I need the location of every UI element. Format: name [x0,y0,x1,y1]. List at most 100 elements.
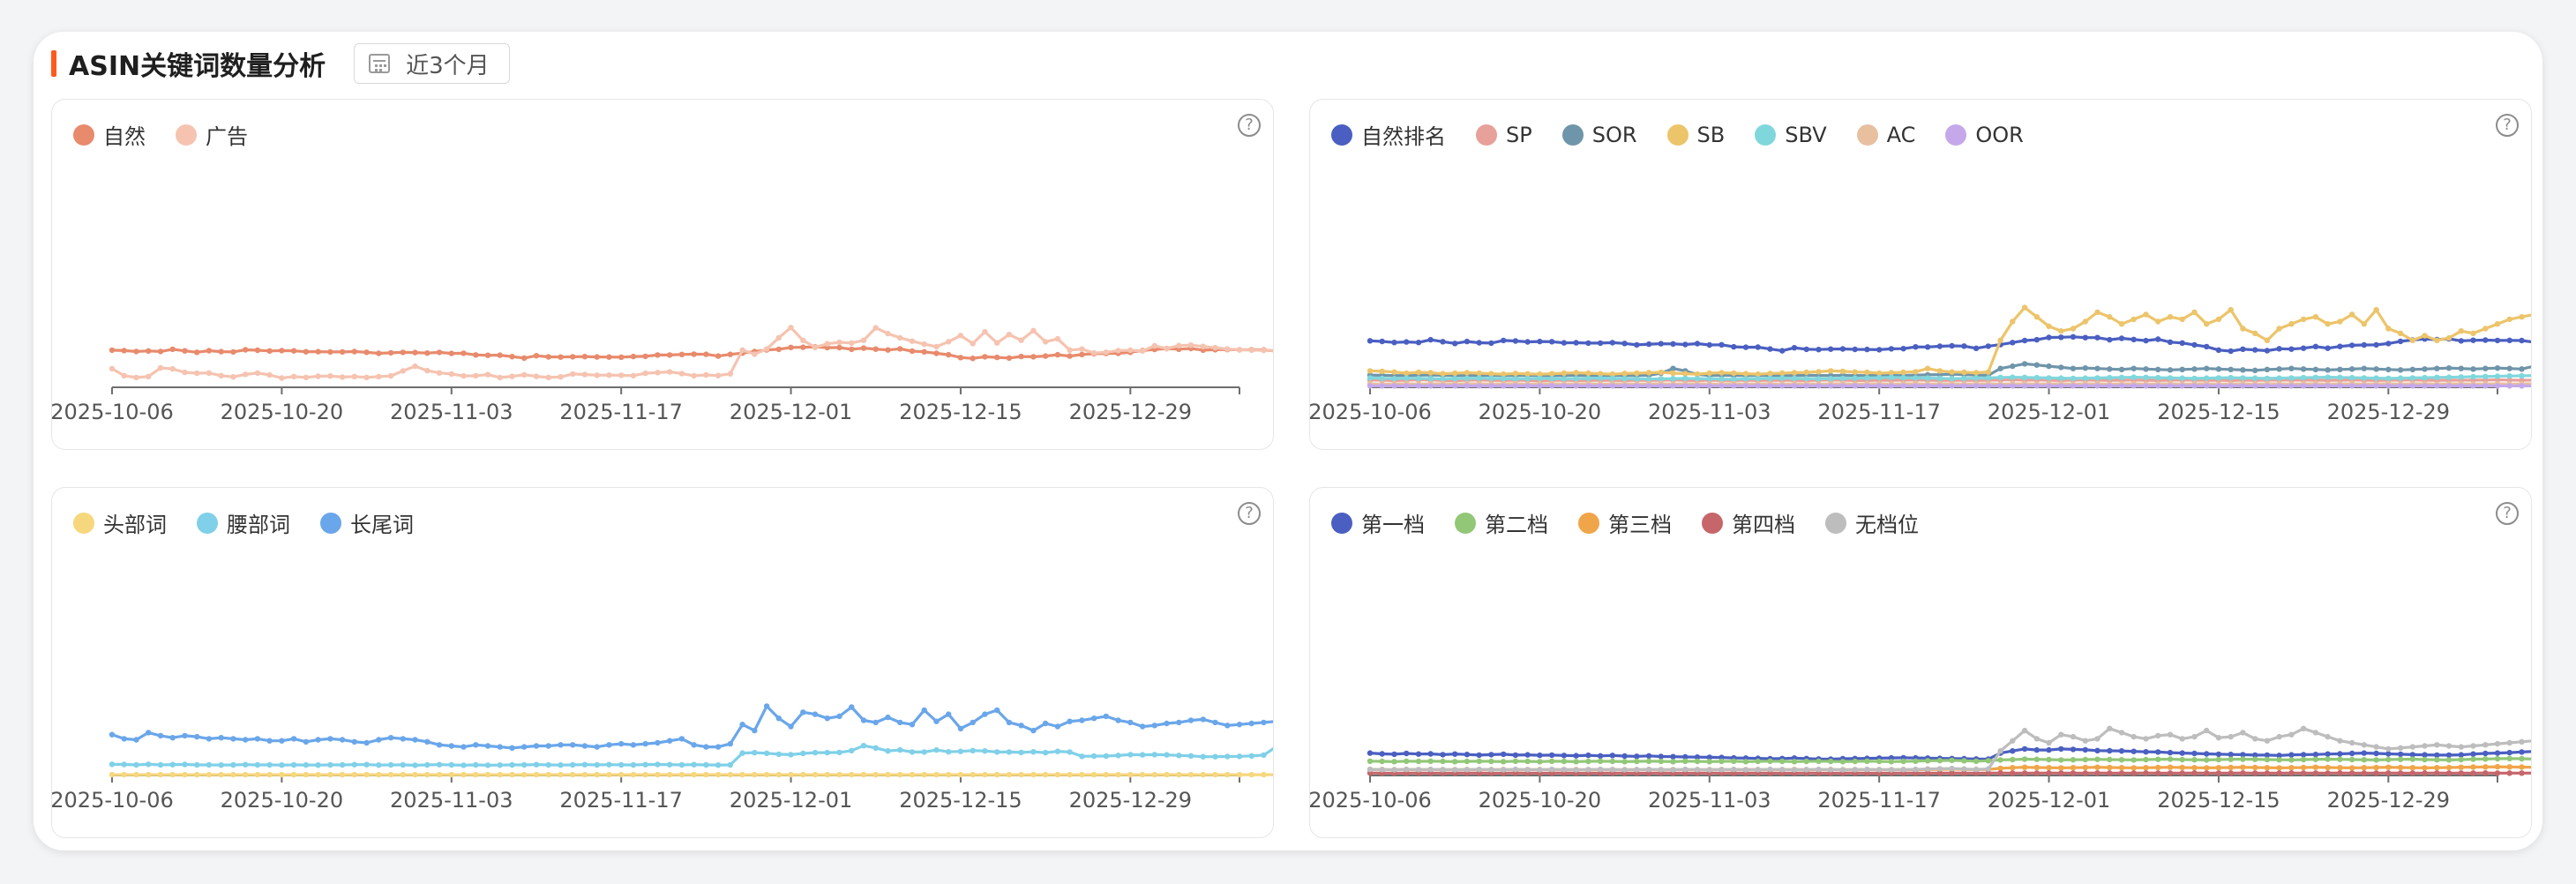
data-point [2494,373,2501,379]
legend-item-4[interactable]: SBV [1755,122,1827,147]
data-point [2385,764,2392,770]
legend-item-1[interactable]: 第二档 [1455,507,1548,538]
data-point [1949,757,1955,764]
data-point [970,341,976,347]
x-tick-label-2: 2025-11-03 [390,788,513,813]
data-point [1006,771,1013,778]
data-point [1597,340,1604,347]
data-point [2397,751,2404,758]
data-point [1670,759,1676,765]
question-circle-icon[interactable]: ? [2496,114,2519,137]
data-point [1212,344,1218,351]
legend-item-1[interactable]: SP [1476,123,1532,147]
question-circle-icon[interactable]: ? [2496,502,2519,525]
data-point [1404,758,1410,764]
data-point [1828,368,1834,374]
data-point [570,371,576,378]
data-point [327,736,333,742]
legend-item-1[interactable]: 腰部词 [197,507,290,538]
data-point [703,371,709,378]
data-point [2082,383,2088,389]
data-point [1224,723,1231,729]
data-point [146,730,152,736]
legend-item-3[interactable]: SB [1666,123,1725,147]
date-range-picker[interactable]: 近3个月 [354,43,510,84]
data-point [206,370,213,376]
data-point [752,351,758,357]
data-point [2070,383,2077,389]
data-point [2519,770,2525,776]
question-circle-icon[interactable]: ? [1238,502,1261,525]
legend-item-3[interactable]: 第四档 [1702,507,1795,538]
legend-item-0[interactable]: 头部词 [73,507,167,538]
data-point [2264,375,2271,382]
data-point [970,356,976,362]
data-point [2409,366,2415,372]
series-points-1 [109,325,1267,381]
data-point [752,749,758,756]
data-point [2264,738,2271,744]
data-point [2228,756,2234,762]
data-point [2361,757,2367,763]
data-point [957,725,964,731]
data-point [266,348,273,354]
data-point [1524,376,1531,382]
data-point [946,771,952,778]
data-point [1006,749,1013,755]
data-point [1936,757,1943,764]
data-point [2118,765,2125,771]
data-point [327,373,333,379]
data-point [2434,770,2440,776]
legend-label: SBV [1785,122,1827,147]
x-tick-label-0: 2025-10-06 [52,400,174,424]
data-point [1924,375,1931,381]
data-point [1719,767,1725,773]
legend-item-2[interactable]: SOR [1561,123,1637,147]
legend-swatch [1476,124,1497,146]
data-point [1548,376,1555,382]
legend-item-0[interactable]: 自然 [73,119,146,150]
legend-item-0[interactable]: 第一档 [1331,507,1425,538]
data-point [1440,752,1446,758]
data-point [1779,375,1786,381]
data-point [1719,754,1725,760]
data-point [1742,759,1749,765]
data-point [2155,732,2161,739]
data-point [1731,376,1737,383]
data-point [1997,337,2003,343]
legend-item-4[interactable]: 无档位 [1825,507,1919,538]
data-point [2445,757,2452,763]
question-circle-icon[interactable]: ? [1238,114,1261,137]
data-point [1261,752,1267,759]
data-point [642,761,648,768]
data-point [666,761,673,768]
data-point [1452,383,1458,389]
data-point [2228,770,2234,776]
data-point [2215,347,2222,353]
data-point [1248,720,1254,727]
data-point [1658,758,1664,765]
data-point [2409,756,2415,762]
legend-item-1[interactable]: 广告 [176,119,248,150]
data-point [2373,375,2379,381]
data-point [1694,754,1701,760]
legend-item-6[interactable]: OOR [1945,123,2024,147]
data-point [2228,348,2234,355]
legend-item-0[interactable]: 自然排名 [1331,119,1446,150]
data-point [2010,765,2016,771]
data-point [2506,770,2512,776]
legend-item-2[interactable]: 长尾词 [320,507,414,538]
data-point [2143,337,2149,344]
data-point [2470,383,2476,389]
data-point [146,373,152,379]
data-point [1961,375,1967,382]
legend-item-5[interactable]: AC [1856,123,1915,147]
data-point [436,742,443,748]
legend-item-2[interactable]: 第三档 [1578,507,1672,538]
data-point [1501,767,1507,773]
data-point [121,736,127,742]
data-point [1839,759,1846,765]
data-point [2240,375,2246,381]
data-point [1090,753,1097,760]
data-point [2385,375,2392,382]
